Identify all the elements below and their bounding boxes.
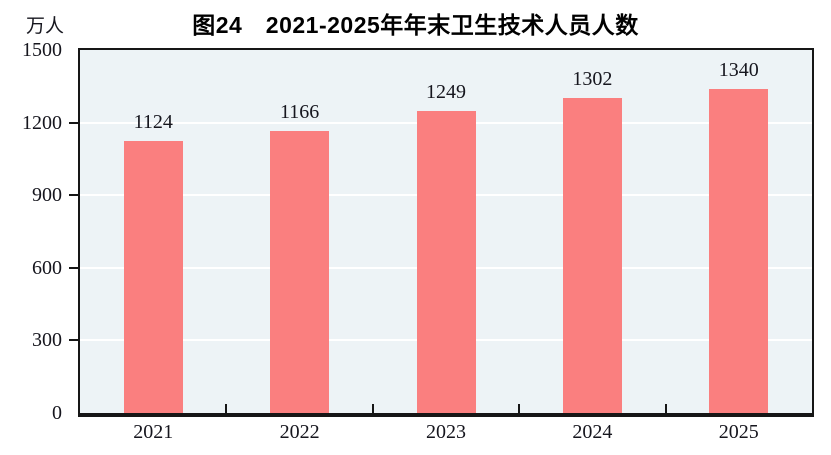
y-tick-600 xyxy=(69,266,78,269)
y-tick-label-900: 900 xyxy=(32,184,62,207)
y-tick-label-600: 600 xyxy=(32,256,62,279)
x-tick-label-2021: 2021 xyxy=(133,421,174,443)
y-tick-label-300: 300 xyxy=(32,329,62,352)
x-tick-label-2023: 2023 xyxy=(425,421,466,443)
bar-value-label-2021: 1124 xyxy=(133,111,173,133)
x-tick-2 xyxy=(371,404,374,413)
plot-area: 1124 1166 1249 1302 1340 xyxy=(69,48,814,417)
x-tick-label-2025: 2025 xyxy=(718,421,759,443)
bar-2021 xyxy=(123,141,183,413)
bar-2024 xyxy=(562,97,622,413)
x-tick-label-2022: 2022 xyxy=(279,421,320,443)
x-tick-4 xyxy=(664,404,667,413)
x-tick-3 xyxy=(518,404,521,413)
x-tick-label-2024: 2024 xyxy=(572,421,613,443)
x-axis-tick-labels: 2021 2022 2023 2024 2025 xyxy=(80,420,812,448)
bar-2025 xyxy=(709,88,769,413)
y-tick-label-1200: 1200 xyxy=(22,111,62,134)
bar-value-label-2024: 1302 xyxy=(572,67,613,90)
y-tick-label-0: 0 xyxy=(52,402,62,424)
chart-title: 图24 2021-2025年年末卫生技术人员人数 xyxy=(192,12,639,38)
x-tick-1 xyxy=(225,404,228,413)
y-tick-300 xyxy=(69,339,78,342)
bar-2023 xyxy=(416,110,476,413)
y-axis-tick-labels: 0 300 600 900 1200 1500 xyxy=(0,40,70,423)
bar-value-label-2023: 1249 xyxy=(425,80,466,103)
y-axis-unit-label: 万人 xyxy=(26,16,65,37)
bar-value-label-2025: 1340 xyxy=(718,58,759,81)
bar-value-label-2022: 1166 xyxy=(279,100,320,123)
y-tick-label-1500: 1500 xyxy=(22,39,62,61)
bar-2022 xyxy=(270,130,330,413)
y-tick-900 xyxy=(69,194,78,197)
y-tick-1200 xyxy=(69,121,78,124)
